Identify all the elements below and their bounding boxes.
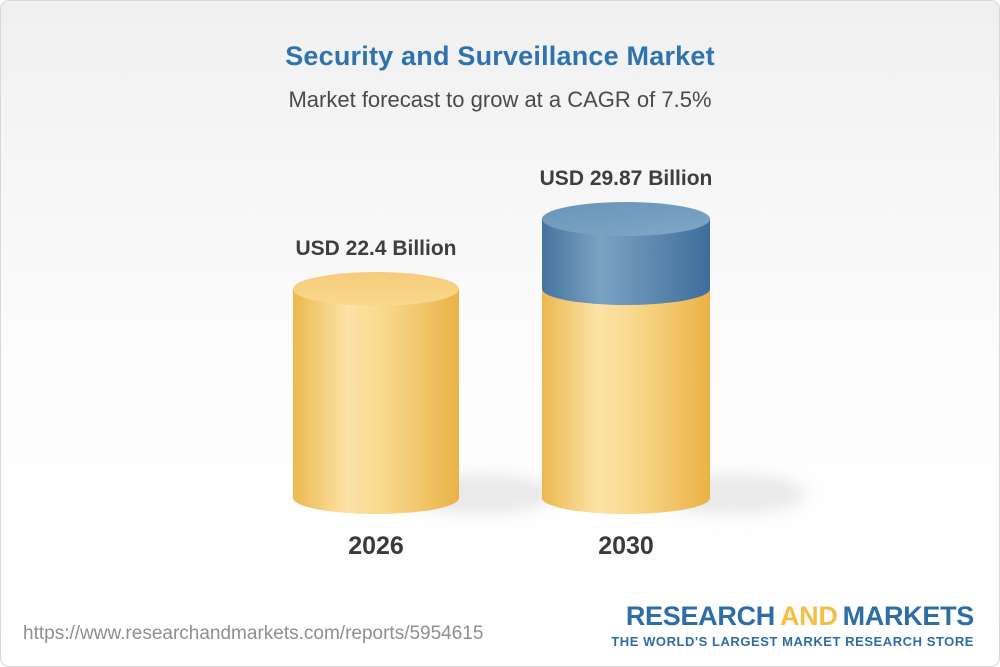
researchandmarkets-logo: RESEARCH AND MARKETS THE WORLD'S LARGEST M…	[611, 602, 974, 649]
chart-subtitle: Market forecast to grow at a CAGR of 7.5…	[288, 87, 712, 112]
page-title: Security and Surveillance Market	[285, 41, 715, 71]
logo-tagline: THE WORLD'S LARGEST MARKET RESEARCH STOR…	[611, 634, 974, 649]
bar-2026	[293, 272, 459, 514]
category-label-2026: 2026	[348, 532, 404, 560]
bar-2030	[542, 202, 710, 514]
logo-word-research: RESEARCH	[625, 601, 775, 631]
logo-word-markets: MARKETS	[842, 601, 975, 631]
cylinder-top-2026	[293, 272, 459, 306]
value-label-2030: USD 29.87 Billion	[539, 167, 713, 190]
cylinder-top-2030	[542, 202, 710, 236]
category-label-2030: 2030	[598, 532, 654, 560]
logo-wordmark: RESEARCH AND MARKETS	[611, 602, 974, 630]
source-url: https://www.researchandmarkets.com/repor…	[23, 623, 484, 644]
cylinder-body-2030-growth	[542, 219, 710, 305]
logo-word-and: AND	[779, 601, 838, 631]
cylinder-body-2026	[293, 289, 459, 514]
cylinder-body-2030-base	[542, 289, 710, 514]
value-label-2026: USD 22.4 Billion	[295, 237, 457, 260]
